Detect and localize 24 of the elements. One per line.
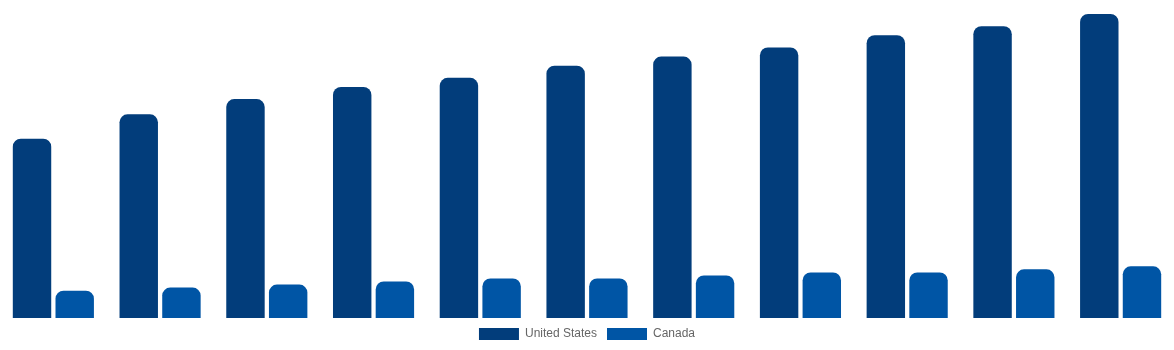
bar bbox=[589, 278, 628, 318]
bar bbox=[653, 56, 692, 318]
bar bbox=[802, 272, 842, 318]
bar bbox=[439, 77, 479, 318]
bar bbox=[866, 35, 906, 318]
bar bbox=[12, 138, 52, 318]
bar bbox=[909, 272, 948, 318]
bar bbox=[1016, 269, 1055, 318]
bar bbox=[759, 47, 799, 318]
bar bbox=[268, 284, 308, 318]
bar bbox=[1122, 266, 1162, 318]
bar bbox=[226, 99, 265, 318]
bar bbox=[375, 281, 415, 318]
bar bbox=[162, 287, 201, 318]
legend-label: Canada bbox=[653, 326, 696, 341]
bar bbox=[1080, 14, 1119, 318]
bar bbox=[332, 86, 372, 318]
bar bbox=[482, 278, 521, 318]
bar bbox=[119, 114, 158, 318]
bar bbox=[695, 275, 735, 318]
legend-label: United States bbox=[524, 326, 598, 341]
bar bbox=[973, 26, 1012, 318]
bar bbox=[546, 65, 585, 318]
bar bbox=[55, 290, 94, 318]
